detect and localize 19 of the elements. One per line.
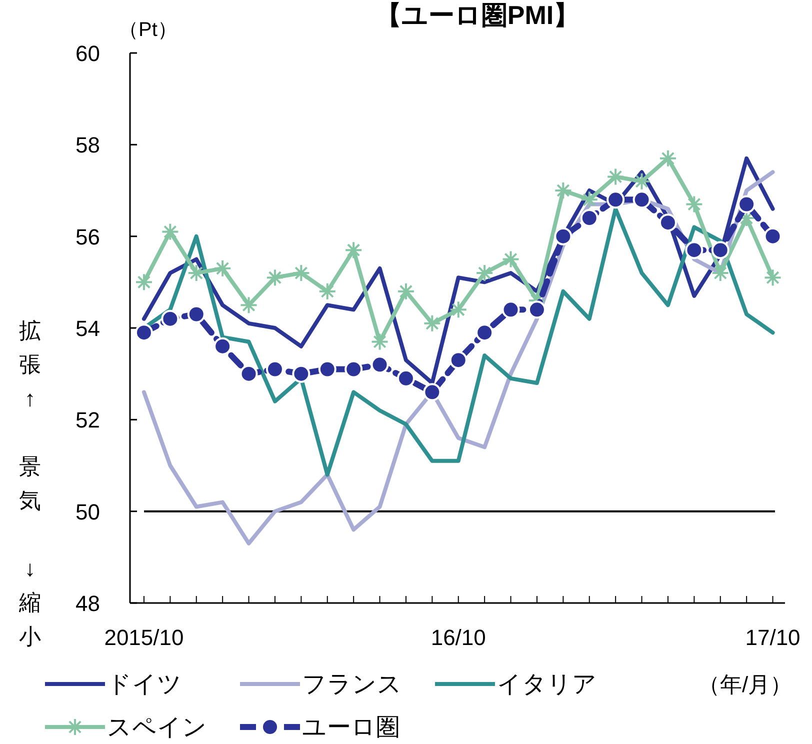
legend-label: ドイツ [107,671,182,698]
text: （Pt） [118,19,178,41]
y-tick-label: 50 [76,499,100,524]
y-tick-label: 52 [76,408,100,433]
legend-label: イタリア [497,671,597,698]
x-axis-title: （年/月） [698,672,792,697]
legend-label: フランス [302,671,402,698]
text: 拡張↑ 景気 ↓縮小 [19,318,41,649]
y-tick-label: 60 [76,41,100,66]
x-tick-label: 16/10 [430,625,486,650]
y-tick-label: 56 [76,224,100,250]
y-tick-label: 48 [76,591,100,616]
y-tick-label: 58 [76,132,100,158]
legend-label: ユーロ圏 [302,714,400,741]
legend-label: スペイン [107,714,207,741]
x-tick-label: 2015/10 [104,625,184,650]
y-tick-label: 54 [76,316,100,341]
chart-title: 【ユーロ圏PMI】 [375,0,580,30]
x-tick-label: 17/10 [745,625,800,650]
